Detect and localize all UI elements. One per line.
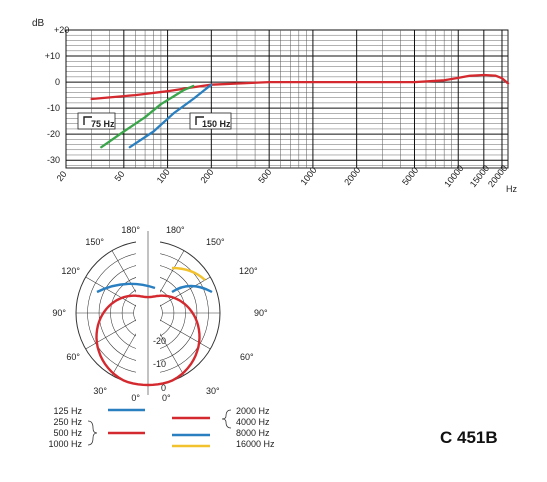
x-axis-unit-label: Hz	[506, 184, 517, 194]
y-tick-label: -20	[47, 129, 60, 139]
series-line-2	[128, 83, 213, 149]
polar-angle-labels: 180° 180° 150° 150° 120° 120° 90° 90° 60° 60° 30° 3…	[52, 225, 268, 403]
polar-angle-label: 180°	[166, 225, 185, 235]
y-axis-unit-label: dB	[32, 18, 45, 29]
x-tick-label: 500	[256, 167, 273, 185]
legend-left-label: 1000 Hz	[48, 439, 82, 449]
legend-right-brace	[221, 409, 232, 429]
polar-angle-label: 0°	[162, 393, 171, 403]
polar-curve-left-mid	[95, 294, 149, 387]
frequency-y-tick-labels: +20 +10 0 -10 -20 -30	[45, 25, 70, 165]
annotation-150hz: 150 Hz	[189, 112, 232, 130]
polar-radial-labels: 0 -10 -20	[153, 336, 166, 393]
legend-left-brace	[87, 420, 98, 446]
polar-curve-right-mid	[147, 294, 201, 387]
svg-text:150 Hz: 150 Hz	[202, 119, 231, 129]
polar-angle-label: 30°	[206, 386, 220, 396]
y-tick-label: 0	[55, 77, 60, 87]
series-line-0	[90, 73, 510, 101]
polar-spoke	[85, 276, 136, 307]
polar-spoke	[85, 319, 136, 350]
polar-spoke	[160, 319, 211, 350]
polar-angle-label: 60°	[66, 352, 80, 362]
legend-left-label: 500 Hz	[53, 428, 82, 438]
x-tick-label: 20	[55, 169, 69, 183]
y-tick-label: -30	[47, 155, 60, 165]
polar-angle-label: 150°	[206, 237, 225, 247]
series-line-1	[100, 84, 195, 149]
polar-grid	[75, 229, 221, 403]
polar-radial-label: -10	[153, 359, 166, 369]
plot-frame	[65, 29, 509, 169]
legend-right-label: 8000 Hz	[236, 428, 270, 438]
x-tick-label: 100	[155, 167, 172, 185]
svg-text:75 Hz: 75 Hz	[91, 119, 115, 129]
polar-angle-label: 90°	[254, 308, 268, 318]
x-tick-label: 200	[198, 167, 215, 185]
polar-radial-label: -20	[153, 336, 166, 346]
polar-angle-label: 0°	[131, 393, 140, 403]
legend-left-label: 125 Hz	[53, 406, 82, 416]
polar-angle-label: 90°	[52, 308, 66, 318]
legend-right-label: 16000 Hz	[236, 439, 275, 449]
x-tick-label: 50	[112, 169, 126, 183]
polar-curve-right-16000hz	[171, 266, 206, 281]
polar-angle-label: 60°	[240, 352, 254, 362]
polar-series	[95, 266, 213, 387]
annotation-75hz: 75 Hz	[77, 112, 116, 130]
polar-curve-left-125hz	[96, 282, 156, 294]
polar-spoke	[160, 276, 211, 307]
polar-angle-label: 120°	[239, 266, 258, 276]
polar-angle-label: 120°	[61, 266, 80, 276]
legend-left-label: 250 Hz	[53, 417, 82, 427]
y-tick-label: +20	[54, 25, 69, 35]
frequency-grid	[65, 29, 509, 169]
model-name: C 451B	[440, 428, 498, 447]
polar-angle-label: 180°	[121, 225, 140, 235]
legend-right-label: 4000 Hz	[236, 417, 270, 427]
polar-radial-label: 0	[161, 383, 166, 393]
legend-right-label: 2000 Hz	[236, 406, 270, 416]
polar-curve-right-8000hz	[171, 284, 213, 294]
polar-angle-label: 30°	[93, 386, 107, 396]
y-tick-label: +10	[45, 51, 60, 61]
polar-angle-label: 150°	[85, 237, 104, 247]
y-tick-label: -10	[47, 103, 60, 113]
frequency-series	[90, 73, 510, 149]
